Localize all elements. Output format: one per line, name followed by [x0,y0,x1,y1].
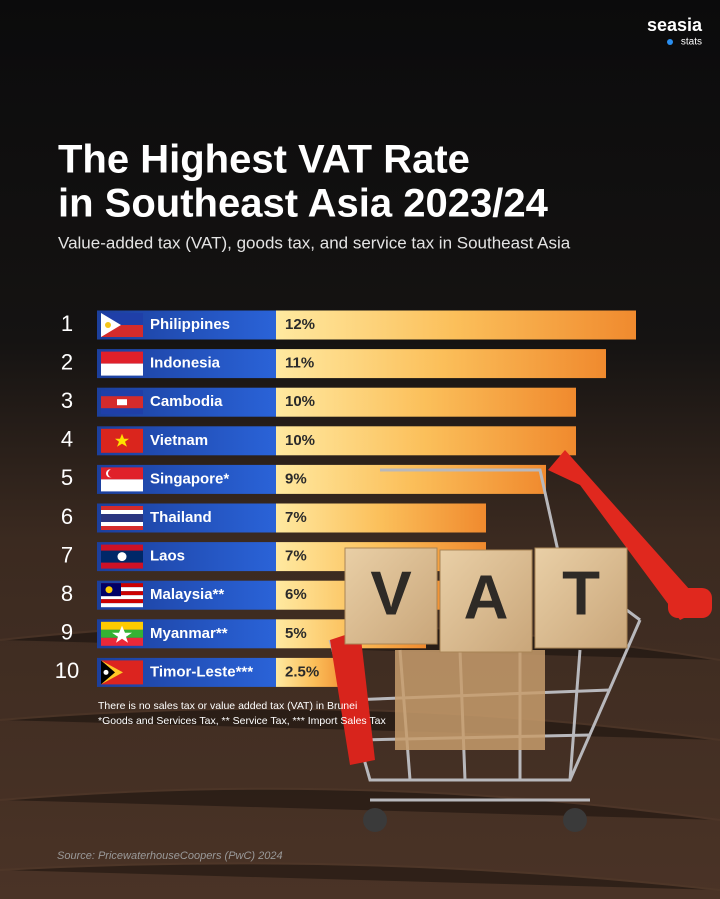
subtitle: Value-added tax (VAT), goods tax, and se… [58,233,571,252]
brand-name: seasia [647,15,703,35]
flag-part [101,595,143,600]
rank: 3 [61,388,73,413]
note: *Goods and Services Tax, ** Service Tax,… [98,715,386,727]
flag-part [101,599,143,604]
flag [101,313,143,337]
value-label: 12% [285,316,315,333]
value-label: 7% [285,548,307,565]
block-letter: A [464,563,509,632]
value-label: 10% [285,432,315,449]
flag [101,544,143,569]
flag-part [101,514,143,522]
category-label: Indonesia [150,355,221,372]
flag [101,467,143,492]
rank: 10 [55,658,79,683]
value-label: 10% [285,393,315,410]
flag-part [117,399,127,406]
category-label: Philippines [150,316,230,333]
category-label: Thailand [150,509,212,526]
flag-part [112,625,132,643]
rank: 4 [61,427,73,452]
flag-part [101,637,143,646]
rank: 8 [61,581,73,606]
rank: 2 [61,349,73,374]
value-label: 6% [285,586,307,603]
flag-part [101,506,143,510]
flag [101,428,143,453]
category-label: Myanmar** [150,625,228,642]
value-label: 9% [285,470,307,487]
value-label: 7% [285,509,307,526]
category-label: Laos [150,548,185,565]
value-label: 2.5% [285,663,319,680]
value-label: 5% [285,625,307,642]
brand-sub: stats [681,37,702,48]
flag-part [105,586,113,594]
bar [276,426,576,456]
flag-part [101,510,143,514]
flag-part [101,479,143,492]
rank: 9 [61,620,73,645]
flag-part [117,552,127,562]
block-letter: V [370,559,411,628]
flag-part [101,603,143,608]
flag-part [103,669,109,675]
block-letter: T [562,559,600,628]
category-label: Malaysia** [150,586,224,603]
category-label: Singapore* [150,470,229,487]
bar [276,349,606,379]
flag-part [101,363,143,376]
flag [101,660,143,685]
bar [276,503,486,533]
flag-part [101,587,143,592]
flag-part [115,433,129,447]
flag [101,621,143,646]
bar [276,310,636,340]
flag-part [101,522,143,526]
flag-part [101,591,143,596]
category-label: Vietnam [150,432,208,449]
flag-part [101,351,143,364]
category-label: Cambodia [150,393,223,410]
flag-part [101,583,143,588]
source: Source: PricewaterhouseCoopers (PwC) 202… [57,850,283,862]
bar [276,387,576,417]
flag [101,351,143,376]
flag [101,506,143,530]
rank: 7 [61,542,73,567]
value-label: 11% [285,355,314,372]
note: There is no sales tax or value added tax… [98,700,357,712]
flag-part [105,322,111,328]
rank: 1 [61,311,73,336]
flag-part [101,526,143,530]
rank: 6 [61,504,73,529]
brand-dot [667,39,673,45]
flag-part [108,469,116,478]
title-line: in Southeast Asia 2023/24 [58,182,549,226]
rank: 5 [61,465,73,490]
title-line: The Highest VAT Rate [58,138,470,182]
flag [101,390,143,415]
category-label: Timor-Leste*** [150,663,253,680]
cart-image [328,450,712,832]
flag [101,583,143,608]
